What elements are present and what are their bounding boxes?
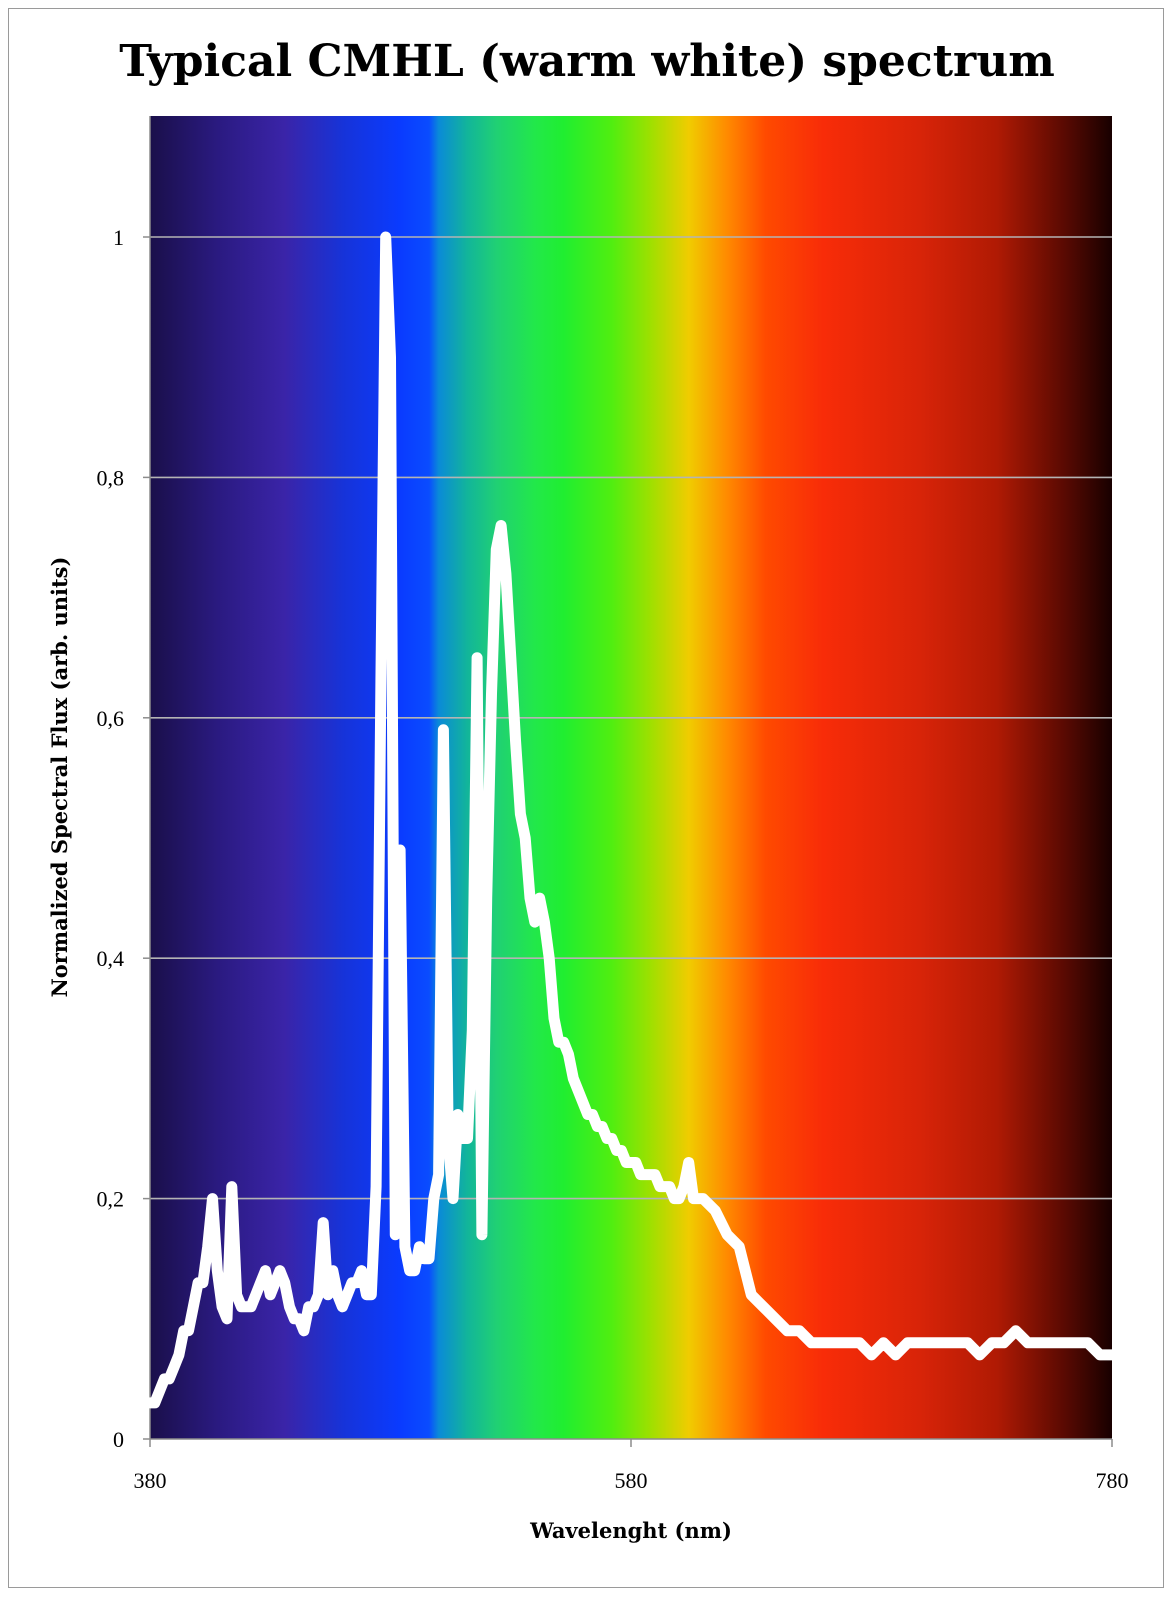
x-tick-label: 580 (615, 1468, 648, 1493)
spectrum-background (150, 116, 1112, 1439)
y-tick-labels: 0 0,2 0,4 0,6 0,8 1 (97, 225, 125, 1452)
y-tick-label: 0 (113, 1427, 124, 1452)
x-tick-label: 380 (134, 1468, 167, 1493)
y-tick-label: 0,6 (97, 706, 125, 731)
gridlines (150, 236, 1112, 1200)
x-tick-label: 780 (1096, 1468, 1129, 1493)
spectrum-series-line (144, 231, 1118, 1409)
y-tick-label: 0,8 (97, 465, 125, 490)
axes (143, 116, 1113, 1447)
x-axis-title: Wavelenght (nm) (529, 1518, 732, 1543)
chart-title: Typical CMHL (warm white) spectrum (119, 36, 1055, 87)
y-tick-label: 0,2 (97, 1187, 125, 1212)
y-axis-title: Normalized Spectral Flux (arb. units) (47, 557, 72, 998)
y-tick-label: 1 (113, 225, 124, 250)
y-tick-label: 0,4 (97, 946, 125, 971)
series-layer (144, 231, 1118, 1409)
x-tick-labels: 380 580 780 (134, 1468, 1129, 1493)
